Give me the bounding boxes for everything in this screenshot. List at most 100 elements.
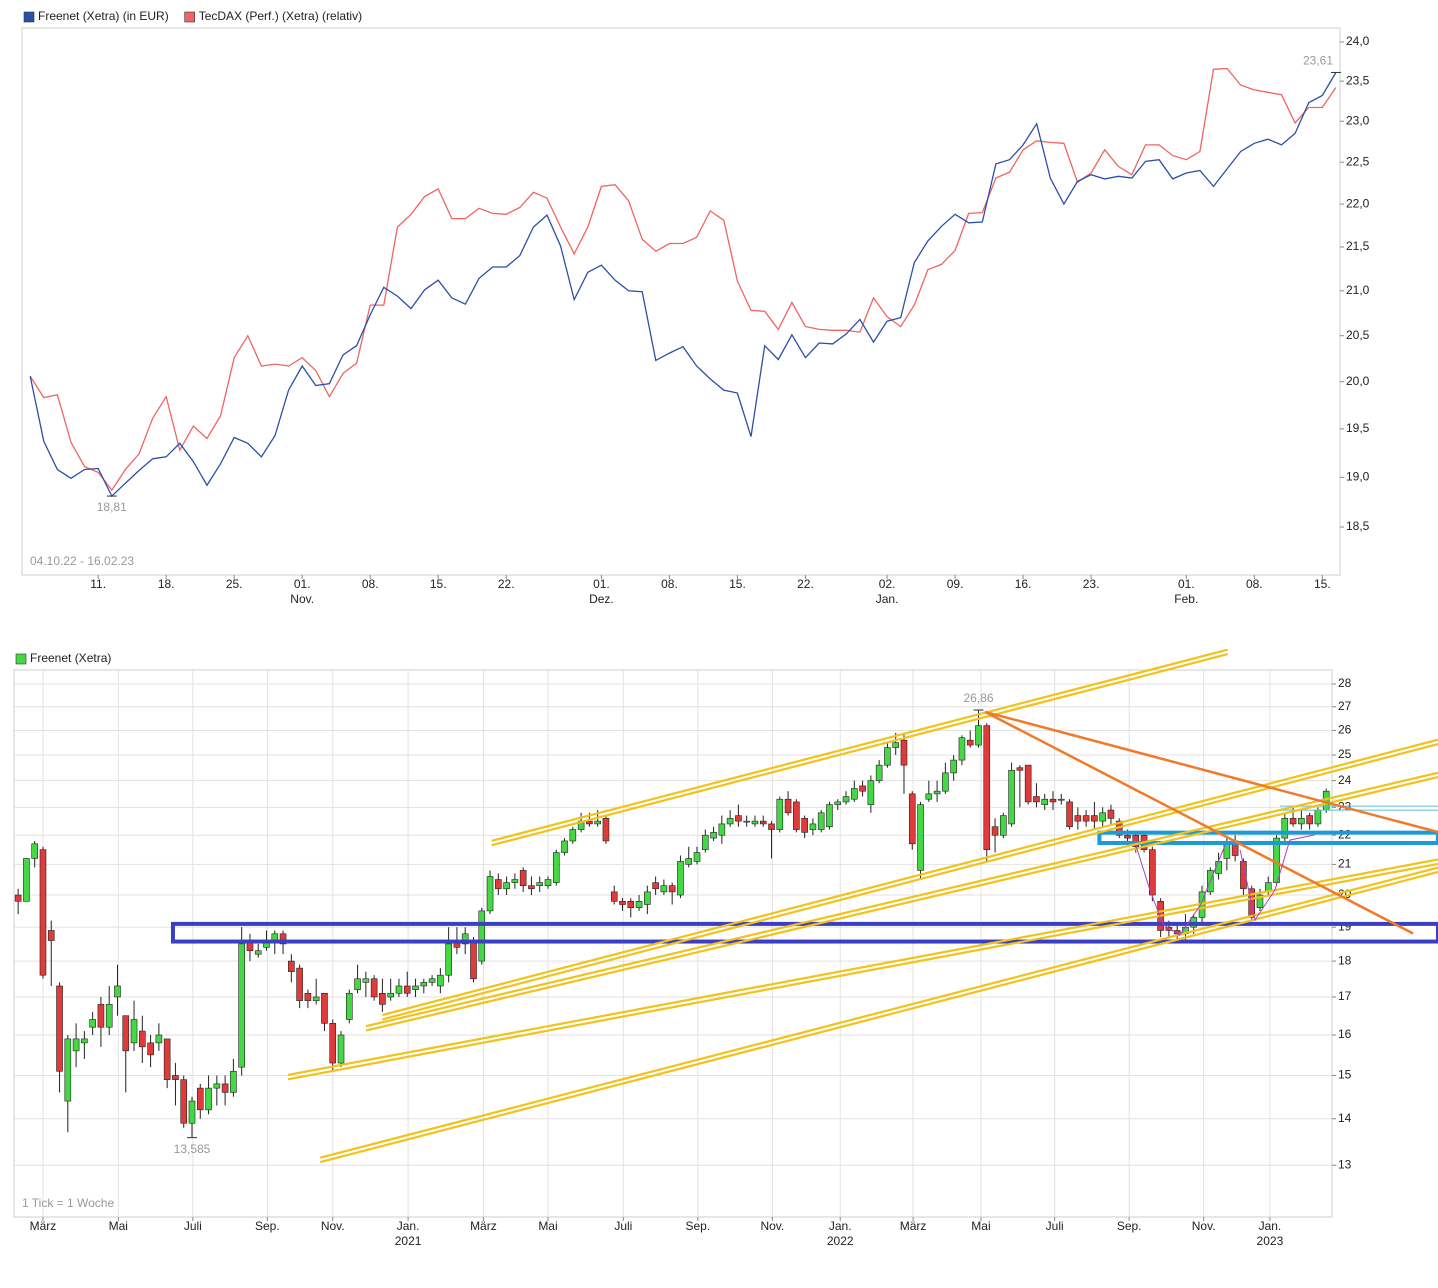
candle-body — [511, 879, 519, 883]
candle-body — [271, 933, 279, 941]
y-tick-label: 13 — [1338, 1157, 1352, 1171]
candle-body — [950, 759, 957, 774]
candle-body — [1082, 815, 1090, 822]
candle-body — [230, 1070, 237, 1093]
y-tick-label: 23,5 — [1346, 73, 1370, 87]
x-tick-label: März — [900, 1219, 927, 1233]
candle-body — [660, 885, 668, 893]
candle-body — [1000, 815, 1007, 836]
candle-body — [163, 1038, 171, 1080]
trend-line — [382, 743, 1438, 1021]
candle-body — [917, 804, 924, 871]
legend-label: Freenet (Xetra) — [30, 651, 111, 665]
x-period-label: Nov. — [290, 592, 314, 606]
candle-body — [1008, 769, 1015, 825]
series-line — [29, 72, 1337, 498]
candle-body — [354, 978, 361, 990]
candle-body — [1057, 798, 1065, 801]
candle-body — [875, 764, 883, 781]
candle-body — [180, 1079, 188, 1124]
candle-body — [743, 820, 750, 823]
candle-body — [122, 1015, 130, 1052]
x-tick-label: Jan. — [397, 1219, 420, 1233]
candle-body — [1107, 809, 1115, 819]
candle-body — [1281, 818, 1289, 839]
candle-body — [213, 1083, 221, 1089]
x-tick-label: 15. — [1314, 577, 1331, 591]
candle-body — [1124, 834, 1131, 839]
x-period-label: Jan. — [876, 592, 899, 606]
x-tick-label: 25. — [226, 577, 243, 591]
x-tick-label: Nov. — [760, 1219, 784, 1233]
legend-swatch — [184, 11, 196, 23]
candle-body — [975, 725, 982, 746]
candle-body — [461, 933, 469, 945]
candle-body — [503, 882, 510, 890]
annotation-label: 26,86 — [963, 691, 993, 705]
candle-body — [685, 858, 693, 865]
candle-body — [644, 891, 651, 905]
candle-body — [97, 1004, 105, 1028]
x-tick-label: 01. — [294, 577, 311, 591]
candle-body — [329, 1023, 337, 1064]
candle-body — [72, 1038, 80, 1052]
y-tick-label: 21,5 — [1346, 239, 1370, 253]
x-period-label: Feb. — [1174, 592, 1198, 606]
candle-body — [1240, 861, 1247, 890]
y-tick-label: 24,0 — [1346, 34, 1370, 48]
x-tick-label: 01. — [1178, 577, 1195, 591]
candle-body — [784, 798, 792, 814]
trend-line — [984, 710, 1438, 834]
candle-body — [1149, 849, 1156, 896]
y-tick-label: 23,0 — [1346, 113, 1370, 127]
candle-body — [768, 823, 775, 830]
candle-body — [751, 820, 759, 825]
x-tick-label: Sep. — [255, 1219, 280, 1233]
candle-body — [942, 772, 949, 792]
trend-line — [491, 653, 1228, 847]
x-tick-label: Mai — [971, 1219, 990, 1233]
x-tick-label: 08. — [1246, 577, 1263, 591]
candle-body — [387, 992, 394, 998]
candle-body — [379, 992, 386, 1005]
legend-swatch — [15, 653, 27, 665]
candle-body — [677, 861, 684, 896]
candle-body — [428, 978, 436, 983]
x-tick-label: Jan. — [829, 1219, 852, 1233]
candle-body — [776, 798, 784, 830]
candle-body — [345, 992, 353, 1020]
series-line — [29, 67, 1337, 492]
candle-body — [519, 870, 527, 886]
candle-body — [412, 985, 419, 990]
trend-line — [365, 776, 1438, 1032]
candle-body — [105, 1004, 113, 1028]
y-tick-label: 14 — [1338, 1111, 1352, 1125]
candle-body — [552, 852, 560, 883]
candle-body — [991, 826, 999, 836]
y-tick-label: 19,0 — [1346, 470, 1370, 484]
candle-body — [155, 1034, 163, 1044]
candle-body — [826, 804, 833, 828]
x-tick-label: 22. — [797, 577, 814, 591]
x-tick-label: Juli — [614, 1219, 632, 1233]
y-tick-label: 25 — [1338, 747, 1352, 761]
candle-body — [884, 747, 891, 766]
x-tick-label: 15. — [430, 577, 447, 591]
candle-body — [851, 788, 858, 800]
candle-body — [1289, 818, 1297, 825]
candle-body — [536, 882, 544, 886]
candle-body — [1306, 815, 1313, 825]
candle-body — [817, 812, 825, 830]
candle-body — [867, 780, 875, 805]
trend-line — [287, 862, 1438, 1081]
y-tick-label: 20,5 — [1346, 328, 1370, 342]
candle-body — [188, 1100, 196, 1124]
candle-body — [296, 967, 303, 1001]
x-tick-label: 16. — [1015, 577, 1032, 591]
candle-body — [759, 820, 767, 825]
candle-body — [205, 1087, 212, 1111]
trend-line — [287, 858, 1438, 1076]
x-tick-label: Mai — [109, 1219, 128, 1233]
candle-body — [370, 978, 378, 998]
candle-body — [130, 1019, 138, 1044]
